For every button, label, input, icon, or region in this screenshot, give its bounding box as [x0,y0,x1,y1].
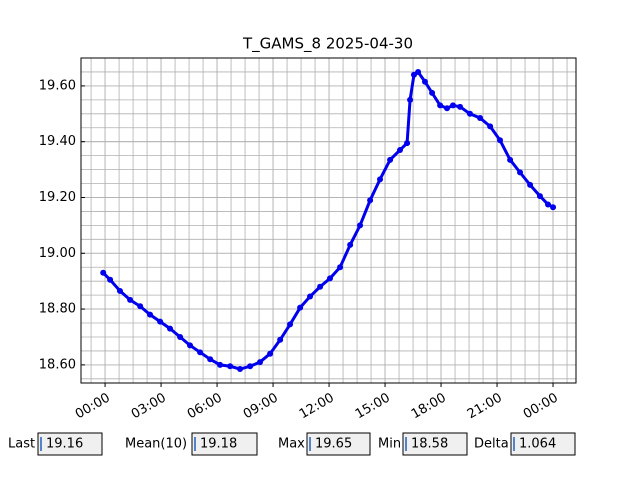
text-box[interactable] [191,432,258,456]
widget-label: Mean(10) [125,437,187,452]
data-point [177,333,184,340]
data-point [267,350,274,357]
data-point [407,96,414,103]
text-box[interactable] [306,432,371,456]
y-tick-label: 18.80 [39,302,76,317]
data-point [247,363,254,370]
data-point [545,201,552,208]
data-point [307,293,314,300]
data-point [347,241,354,248]
data-point [437,102,444,109]
data-point [127,296,134,303]
data-point [444,105,451,112]
data-point [187,342,194,349]
data-point [326,275,333,282]
y-tick-label: 18.60 [39,357,76,372]
data-point [317,283,324,290]
data-point [507,156,514,163]
y-tick-label: 19.20 [39,190,76,205]
data-point [477,114,484,121]
data-point [157,318,164,325]
data-point [337,264,344,271]
data-point [517,169,524,176]
data-point [256,359,263,366]
data-point [117,287,124,294]
widget-label: Min [378,437,401,452]
data-point [197,349,204,356]
plot-frame [80,57,577,384]
data-point [137,303,144,310]
data-point [527,181,534,188]
data-point [415,68,422,75]
data-point [466,110,473,117]
data-point [377,176,384,183]
data-point [277,336,284,343]
data-point [497,137,504,144]
y-tick-label: 19.00 [39,246,76,261]
y-tick-label: 19.40 [39,134,76,149]
widget-value: 18.58 [411,437,448,452]
data-point [536,193,543,200]
data-point [217,361,224,368]
data-point [147,311,154,318]
data-point [227,363,234,370]
data-point [387,156,394,163]
data-point [550,204,557,211]
widget-value: 19.65 [315,437,352,452]
data-point [237,366,244,373]
widget-value: 19.18 [200,437,237,452]
data-point [207,356,214,363]
data-point [297,304,304,311]
text-box[interactable] [402,432,468,456]
widget-label: Last [8,437,35,452]
y-tick-label: 19.60 [39,78,76,93]
text-box[interactable] [37,432,103,456]
text-box[interactable] [510,432,576,456]
data-point [457,103,464,110]
data-point [100,269,107,276]
widget-label: Max [278,437,305,452]
widget-value: 1.064 [519,437,556,452]
data-point [367,197,374,204]
data-point [396,147,403,154]
chart-title: T_GAMS_8 2025-04-30 [242,35,413,54]
data-point [107,276,114,283]
data-point [487,123,494,130]
data-point [404,140,411,147]
data-point [287,321,294,328]
data-point [421,78,428,85]
data-point [357,222,364,229]
data-point [167,325,174,332]
data-point [449,102,456,109]
widget-label: Delta [474,437,509,452]
widget-value: 19.16 [46,437,83,452]
data-point [429,89,436,96]
